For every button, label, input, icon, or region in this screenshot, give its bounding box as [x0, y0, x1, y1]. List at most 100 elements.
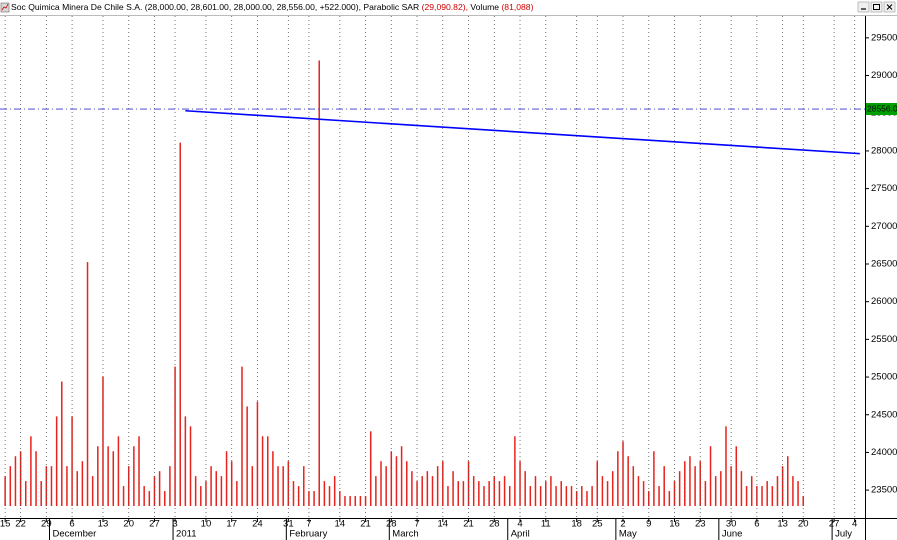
volume-bar — [591, 486, 593, 506]
volume-bar — [164, 491, 166, 506]
volume-bar — [709, 446, 712, 506]
volume-bar — [545, 481, 547, 506]
month-label: December — [52, 529, 96, 540]
volume-bar — [606, 481, 609, 506]
x-tick-label: 2 — [620, 519, 625, 530]
volume-bar — [328, 486, 331, 506]
volume-bar — [385, 466, 387, 506]
volume-bar — [55, 416, 58, 506]
month-label: April — [511, 529, 530, 540]
volume-bar — [256, 401, 259, 506]
volume-bar — [514, 436, 516, 506]
volume-bar — [678, 471, 681, 506]
volume-bar — [395, 456, 398, 506]
volume-bar — [745, 486, 748, 506]
volume-bar — [447, 486, 449, 506]
x-tick-label: 24 — [252, 519, 263, 530]
x-tick-label: 23 — [695, 519, 706, 530]
volume-bar — [4, 476, 6, 506]
y-tick-label: 28000 — [871, 145, 897, 156]
volume-bar — [45, 466, 48, 506]
volume-bar — [457, 481, 459, 506]
y-tick-label: 27500 — [871, 183, 897, 194]
x-tick-label: 22 — [15, 519, 26, 530]
indicator-value: (29,090.82), — [422, 2, 468, 12]
month-label: June — [722, 529, 743, 540]
volume-bar — [771, 486, 774, 506]
volume-bar — [740, 471, 743, 506]
volume-bar — [76, 471, 78, 506]
volume-bar — [81, 461, 84, 506]
volume-bar — [318, 60, 320, 506]
volume-bar — [524, 471, 526, 506]
volume-bar — [308, 491, 310, 506]
y-tick-label: 25000 — [871, 372, 897, 383]
window-icon-glyph — [1, 3, 9, 11]
volume-bar — [684, 461, 686, 506]
maximize-button[interactable] — [870, 1, 883, 13]
volume-bar — [205, 481, 207, 506]
volume-bar — [107, 446, 109, 506]
volume-bar — [14, 456, 17, 506]
volume-bar — [663, 466, 665, 506]
volume-bar — [714, 476, 717, 506]
volume-bar — [117, 436, 120, 506]
volume-bar — [596, 461, 599, 506]
volume-bar — [416, 481, 418, 506]
volume-bar — [653, 451, 655, 506]
volume-bar — [750, 476, 753, 506]
volume-bar — [148, 491, 151, 506]
minimize-button[interactable] — [857, 1, 870, 13]
volume-bar — [611, 471, 614, 506]
x-tick-label: 31 — [283, 519, 294, 530]
volume-bar — [380, 461, 382, 506]
volume-bar — [730, 466, 732, 506]
volume-bar — [61, 381, 63, 506]
y-tick-label: 26000 — [871, 296, 897, 307]
window-buttons[interactable] — [857, 1, 896, 13]
x-tick-label: 16 — [669, 519, 680, 530]
volume-bar — [442, 461, 444, 506]
volume-bar — [601, 476, 604, 506]
month-label: March — [392, 529, 418, 540]
y-tick-label: 29500 — [871, 32, 897, 43]
trendline — [185, 109, 860, 155]
volume-bar — [483, 486, 485, 506]
x-tick-label: 27 — [149, 519, 160, 530]
volume-bar — [508, 486, 511, 506]
volume-bar — [627, 456, 629, 506]
volume-bar — [127, 466, 130, 506]
volume-bar — [9, 466, 12, 506]
volume-bar — [586, 491, 588, 506]
volume-bar — [91, 476, 94, 506]
title-text: Soc Quimica Minera De Chile S.A. (28,000… — [11, 2, 534, 12]
volume-bar — [694, 466, 696, 506]
volume-bar — [35, 451, 37, 506]
volume-bar — [215, 471, 217, 506]
volume-bar — [519, 461, 521, 506]
indicator-name: Volume — [470, 2, 499, 12]
x-tick-label: 7 — [414, 519, 419, 530]
y-tick-label: 24000 — [871, 447, 897, 458]
volume-bar — [720, 471, 722, 506]
y-tick-label: 29000 — [871, 70, 897, 81]
volume-bar — [24, 481, 27, 506]
volume-bar — [303, 466, 305, 506]
volume-bar — [735, 446, 738, 506]
volume-bar — [297, 486, 300, 506]
volume-bar — [251, 466, 254, 506]
volume-bar — [66, 466, 68, 506]
x-tick-label: 9 — [646, 519, 651, 530]
plot-area — [0, 16, 865, 518]
x-tick-label: 13 — [777, 519, 788, 530]
y-tick-label: 24500 — [871, 409, 897, 420]
volume-bar — [699, 461, 701, 506]
y-tick-label: 23500 — [871, 485, 897, 496]
volume-bar — [241, 366, 243, 506]
volume-bar — [179, 142, 181, 506]
volume-bar — [184, 416, 187, 506]
x-tick-label: 21 — [463, 519, 474, 530]
volume-bar — [354, 496, 357, 506]
volume-bar — [673, 481, 676, 506]
volume-bar — [246, 406, 248, 506]
